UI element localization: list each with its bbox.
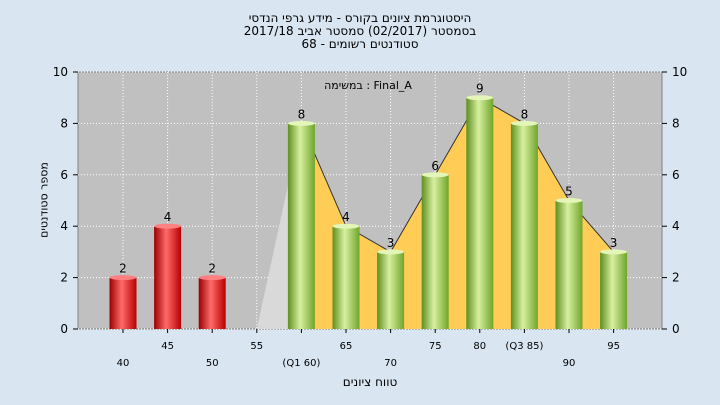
bar-cap <box>600 249 628 255</box>
bar <box>377 251 405 329</box>
y-tick-label-left: 2 <box>60 271 68 285</box>
bar <box>109 277 137 329</box>
x-tick-label: 75 <box>429 341 442 352</box>
bar-cap <box>332 223 360 229</box>
data-label: 6 <box>431 159 439 173</box>
bar-cap <box>198 275 226 281</box>
x-tick-label: 80 <box>473 341 486 352</box>
x-tick-label: 55 <box>250 341 263 352</box>
bar <box>154 226 182 329</box>
y-axis-label: מספר סטודנטים <box>37 162 51 238</box>
data-label: 5 <box>565 185 573 199</box>
bar-cap <box>466 95 494 101</box>
bar-cap <box>109 275 137 281</box>
data-label: 2 <box>208 262 216 276</box>
data-label: 3 <box>610 236 618 250</box>
x-tick-label: 45 <box>161 341 174 352</box>
x-tick-label: 40 <box>117 358 130 369</box>
bar <box>466 97 494 329</box>
y-tick-label-right: 2 <box>672 271 680 285</box>
y-tick-label-right: 4 <box>672 219 680 233</box>
y-tick-label-left: 0 <box>60 322 68 336</box>
y-tick-label-right: 10 <box>672 65 687 79</box>
x-tick-label: 90 <box>563 358 576 369</box>
bar <box>287 123 315 330</box>
y-tick-label-right: 0 <box>672 322 680 336</box>
y-tick-label-right: 8 <box>672 116 680 130</box>
bar <box>555 200 583 329</box>
data-label: 4 <box>342 210 350 224</box>
x-tick-label: 50 <box>206 358 219 369</box>
data-label: 2 <box>119 262 127 276</box>
bar <box>198 277 226 329</box>
y-tick-label-left: 8 <box>60 116 68 130</box>
x-axis-label: טווח ציונים <box>343 375 398 389</box>
bar-cap <box>287 120 315 126</box>
data-label: 4 <box>164 210 172 224</box>
bar <box>600 251 628 329</box>
data-label: 8 <box>521 107 529 121</box>
y-tick-label-left: 6 <box>60 168 68 182</box>
y-tick-label-left: 10 <box>53 65 68 79</box>
bar-cap <box>421 172 449 178</box>
data-label: 3 <box>387 236 395 250</box>
x-tick-label: 95 <box>607 341 620 352</box>
chart-subtitle-registered: סטודנטים רשומים - 68 <box>301 37 419 51</box>
data-label: 8 <box>298 107 306 121</box>
task-annotation: במשימה : Final_A <box>324 79 412 92</box>
x-tick-label: 70 <box>384 358 397 369</box>
chart-subtitle: בסמסטר (02/2017) סמסטר אביב 2017/18 <box>243 24 477 38</box>
y-tick-label-right: 6 <box>672 168 680 182</box>
x-tick-label: (Q3 85) <box>505 341 543 352</box>
bar-cap <box>377 249 405 255</box>
y-tick-label-left: 4 <box>60 219 68 233</box>
data-label: 9 <box>476 82 484 96</box>
bar-cap <box>154 223 182 229</box>
bar-cap <box>510 120 538 126</box>
chart-title: היסטוגרמת ציונים בקורס - מידע גרפי הנדסי <box>248 11 472 25</box>
x-tick-label: 65 <box>340 341 353 352</box>
bar <box>421 174 449 329</box>
bar <box>510 123 538 330</box>
x-tick-label: (Q1 60) <box>282 358 320 369</box>
bar-cap <box>555 198 583 203</box>
bar <box>332 226 360 329</box>
